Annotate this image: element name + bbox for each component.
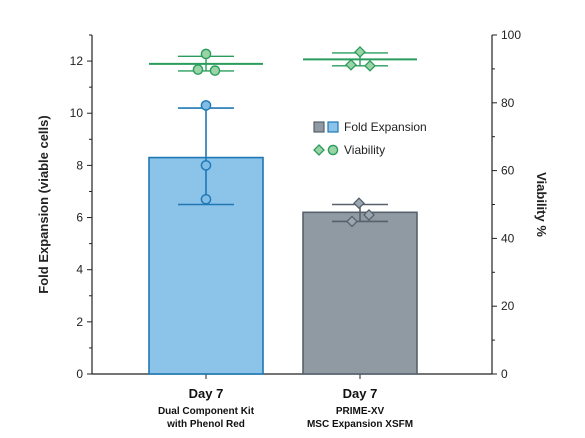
bar	[302, 211, 418, 375]
viability-point	[364, 59, 376, 72]
category-main-label: Day 7	[189, 386, 224, 401]
category-sub-label: MSC Expansion XSFM	[307, 419, 413, 430]
left-tick-label: 10	[70, 106, 84, 120]
legend-viability-diamond	[313, 144, 325, 156]
fold-point	[200, 100, 212, 111]
category-main-label: Day 7	[343, 386, 378, 401]
data-points	[192, 46, 376, 228]
right-tick-label: 40	[501, 231, 515, 245]
fold-point	[200, 160, 212, 171]
left-axis-title: Fold Expansion (viable cells)	[36, 115, 51, 293]
legend-label: Viability	[344, 143, 385, 157]
bars	[148, 156, 418, 375]
legend-bar-swatch-gray	[313, 121, 325, 133]
right-tick-label: 20	[501, 299, 515, 313]
axes: 0 2 4 6 8 10 12 0 20 40 60 80 100 Fold Expansion (via…	[36, 28, 549, 381]
legend-label: Fold Expansion	[344, 120, 427, 134]
category-labels: Day 7 Dual Component Kit with Phenol Red Da…	[158, 386, 413, 430]
right-axis-title: Viability %	[534, 172, 549, 237]
left-tick-label: 12	[70, 54, 84, 68]
legend: Fold Expansion Viability	[313, 120, 427, 157]
category-sub-label: PRIME-XV	[336, 406, 385, 417]
viability-point	[345, 58, 357, 71]
right-tick-label: 80	[501, 96, 515, 110]
viability-point	[192, 64, 204, 75]
legend-viability-circle	[327, 144, 339, 156]
fold-point	[363, 209, 375, 221]
left-tick-label: 4	[76, 263, 83, 277]
legend-bar-swatch-blue	[327, 121, 339, 133]
category-sub-label: with Phenol Red	[166, 419, 245, 430]
viability-point	[209, 65, 221, 76]
right-tick-label: 60	[501, 164, 515, 178]
category-sub-label: Dual Component Kit	[158, 406, 255, 417]
left-tick-label: 6	[76, 211, 83, 225]
right-tick-label: 0	[501, 367, 508, 381]
left-tick-label: 2	[76, 315, 83, 329]
right-tick-label: 100	[501, 28, 521, 42]
viability-point	[354, 46, 366, 58]
left-tick-label: 0	[76, 367, 83, 381]
fold-point	[346, 215, 358, 228]
fold-point	[353, 197, 365, 210]
left-tick-label: 8	[76, 158, 83, 172]
viability-point	[200, 48, 212, 60]
fold-point	[200, 193, 212, 205]
